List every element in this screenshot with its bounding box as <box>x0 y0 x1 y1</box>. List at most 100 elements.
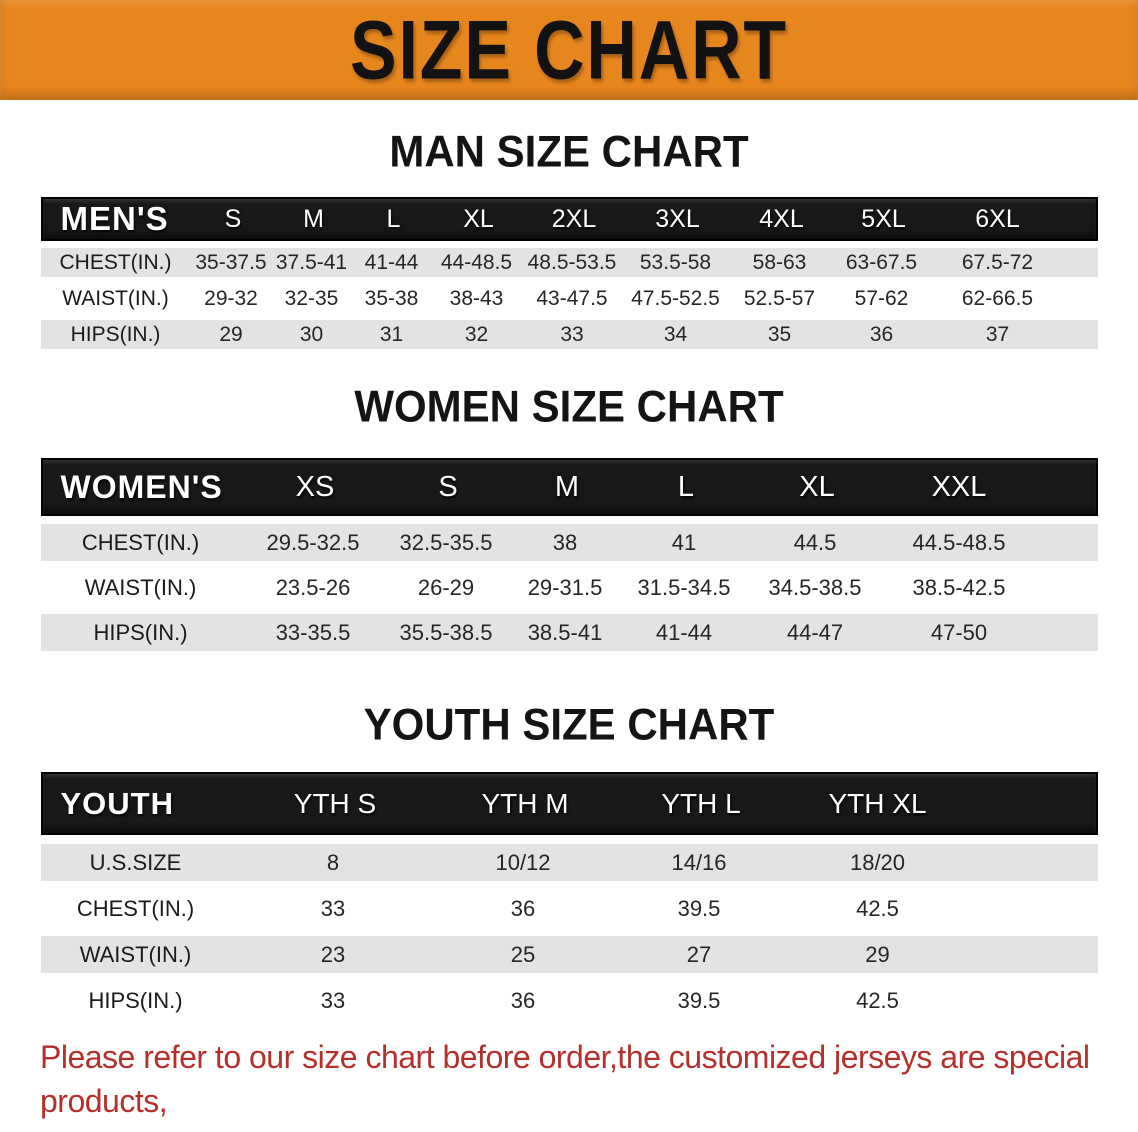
youth-size-chart-heading: YOUTH SIZE CHART <box>363 699 775 750</box>
size-value-cell: 39.5 <box>677 987 721 1013</box>
size-value-cell: 36 <box>869 322 894 346</box>
size-value-cell: 33 <box>320 895 346 921</box>
size-value-cell: 31 <box>379 322 404 346</box>
size-column-header: M <box>554 470 580 503</box>
table-row: WAIST(IN.) 29-32 32-35 35-38 38-43 43-47.5 47.… <box>40 284 1098 313</box>
table-header-row: MEN'S S M L XL 2XL 3XL 4XL 5XL 6XL <box>40 197 1098 241</box>
size-column-header: YTH L <box>661 787 741 819</box>
row-label: WAIST(IN.) <box>84 574 197 600</box>
man-size-chart-heading: MAN SIZE CHART <box>389 126 749 177</box>
size-value-cell: 42.5 <box>856 987 899 1013</box>
size-value-cell: 29.5-32.5 <box>266 529 360 555</box>
table-header-label: WOMEN'S <box>60 468 223 505</box>
size-value-cell: 35-37.5 <box>195 250 267 274</box>
size-value-cell: 27 <box>686 941 712 967</box>
table-header-row: YOUTH YTH S YTH M YTH L YTH XL <box>40 772 1098 835</box>
row-label: WAIST(IN.) <box>79 941 192 967</box>
table-row: CHEST(IN.) 33 36 39.5 42.5 <box>40 890 1098 927</box>
table-row: CHEST(IN.) 35-37.5 37.5-41 41-44 44-48.5 48.5… <box>40 248 1098 277</box>
size-value-cell: 35-38 <box>364 286 419 310</box>
size-value-cell: 44-48.5 <box>440 250 513 274</box>
size-value-cell: 32 <box>464 322 489 346</box>
disclaimer-line-2: we don't accept cancel, change, teturn o… <box>40 1123 1098 1132</box>
size-value-cell: 23.5-26 <box>275 574 351 600</box>
size-value-cell: 32-35 <box>284 286 339 310</box>
size-column-header: 3XL <box>655 204 700 233</box>
size-value-cell: 63-67.5 <box>845 250 918 274</box>
disclaimer-note: Please refer to our size chart before or… <box>40 1035 1098 1132</box>
size-value-cell: 38-43 <box>449 286 504 310</box>
table-row: U.S.SIZE 8 10/12 14/16 18/20 <box>40 844 1098 881</box>
row-label: WAIST(IN.) <box>62 286 169 310</box>
size-value-cell: 47.5-52.5 <box>631 286 720 310</box>
size-column-header: L <box>677 470 695 503</box>
size-column-header: XXL <box>931 470 987 503</box>
size-value-cell: 41-44 <box>364 250 419 274</box>
size-column-header: 4XL <box>759 204 804 233</box>
table-header-label: MEN'S <box>60 200 169 237</box>
size-column-header: M <box>303 204 324 233</box>
size-column-header: 2XL <box>551 204 597 233</box>
size-value-cell: 47-50 <box>930 619 988 645</box>
size-column-header: YTH XL <box>828 787 927 819</box>
table-row: HIPS(IN.) 33-35.5 35.5-38.5 38.5-41 41-44 44-… <box>40 614 1098 651</box>
size-value-cell: 8 <box>326 849 340 875</box>
size-value-cell: 36 <box>510 987 536 1013</box>
mens-size-table: MEN'S S M L XL 2XL 3XL 4XL 5XL 6XL CHEST(IN.) 35-37… <box>40 197 1098 349</box>
table-row: CHEST(IN.) 29.5-32.5 32.5-35.5 38 41 44.5 44.5… <box>40 524 1098 561</box>
size-value-cell: 29-31.5 <box>527 574 603 600</box>
row-label: CHEST(IN.) <box>76 895 195 921</box>
size-value-cell: 35 <box>767 322 792 346</box>
size-value-cell: 38.5-42.5 <box>912 574 1006 600</box>
women-size-chart-heading: WOMEN SIZE CHART <box>354 381 784 432</box>
size-value-cell: 29 <box>219 322 243 346</box>
size-value-cell: 44.5-48.5 <box>912 529 1006 555</box>
size-value-cell: 33 <box>560 322 584 346</box>
size-value-cell: 41-44 <box>655 619 713 645</box>
size-value-cell: 18/20 <box>849 849 906 875</box>
table-row: HIPS(IN.) 33 36 39.5 42.5 <box>40 982 1098 1019</box>
size-value-cell: 29 <box>865 941 890 967</box>
size-value-cell: 44-47 <box>786 619 844 645</box>
table-row: HIPS(IN.) 29 30 31 32 33 34 35 36 37 <box>40 320 1098 349</box>
size-value-cell: 44.5 <box>793 529 837 555</box>
size-value-cell: 38.5-41 <box>527 619 603 645</box>
size-value-cell: 29-32 <box>204 286 258 310</box>
row-label: CHEST(IN.) <box>59 250 172 274</box>
size-value-cell: 53.5-58 <box>639 250 712 274</box>
size-value-cell: 48.5-53.5 <box>527 250 617 274</box>
size-value-cell: 33 <box>320 987 346 1013</box>
table-row: WAIST(IN.) 23 25 27 29 <box>40 936 1098 973</box>
size-value-cell: 34.5-38.5 <box>768 574 862 600</box>
disclaimer-line-1: Please refer to our size chart before or… <box>40 1039 1090 1119</box>
size-value-cell: 52.5-57 <box>743 286 816 310</box>
size-column-header: 6XL <box>975 204 1020 233</box>
size-value-cell: 31.5-34.5 <box>637 574 731 600</box>
size-column-header: L <box>386 204 401 233</box>
banner-title: SIZE CHART <box>350 3 788 97</box>
size-column-header: S <box>224 204 242 233</box>
size-value-cell: 57-62 <box>854 286 909 310</box>
size-value-cell: 36 <box>510 895 536 921</box>
size-column-header: YTH S <box>293 787 377 819</box>
size-value-cell: 23 <box>320 941 346 967</box>
size-value-cell: 67.5-72 <box>961 250 1034 274</box>
row-label: CHEST(IN.) <box>81 529 200 555</box>
youth-size-table: YOUTH YTH S YTH M YTH L YTH XL U.S.SIZE 8 10/12… <box>40 772 1098 1019</box>
size-value-cell: 39.5 <box>677 895 721 921</box>
row-label: HIPS(IN.) <box>70 322 161 346</box>
row-label: HIPS(IN.) <box>93 619 188 645</box>
size-value-cell: 14/16 <box>671 849 727 875</box>
size-value-cell: 37.5-41 <box>275 250 348 274</box>
womens-size-table: WOMEN'S XS S M L XL XXL CHEST(IN.) 29.5-32.5 32.5… <box>40 458 1098 651</box>
size-column-header: XL <box>799 470 835 503</box>
size-value-cell: 37 <box>985 322 1010 346</box>
size-column-header: S <box>438 470 458 503</box>
size-value-cell: 30 <box>299 322 324 346</box>
size-value-cell: 62-66.5 <box>961 286 1034 310</box>
size-value-cell: 41 <box>671 529 697 555</box>
size-value-cell: 32.5-35.5 <box>399 529 493 555</box>
table-header-label: YOUTH <box>60 785 174 821</box>
size-column-header: 5XL <box>861 204 906 233</box>
